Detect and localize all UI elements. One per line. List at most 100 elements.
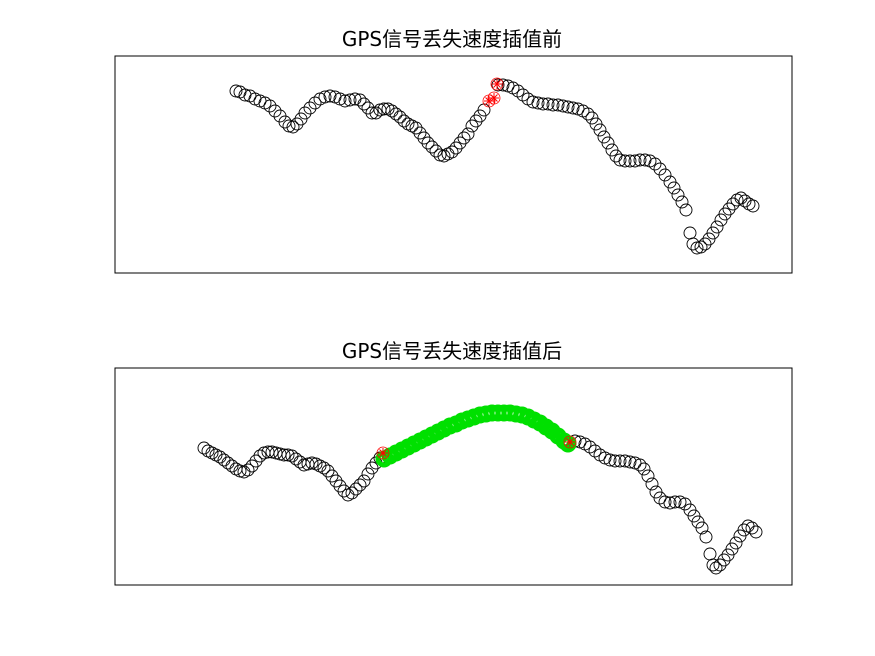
data-point xyxy=(706,558,720,572)
subplot-before-interpolation: GPS信号丢失速度插值前 xyxy=(114,27,793,274)
data-point xyxy=(668,495,682,509)
data-marks-before xyxy=(229,77,760,255)
chart-title-after: GPS信号丢失速度插值后 xyxy=(342,339,562,363)
data-point xyxy=(722,202,736,216)
data-point xyxy=(491,78,505,92)
plot-area-before xyxy=(114,55,793,274)
chart-title-before: GPS信号丢失速度插值前 xyxy=(342,27,562,51)
data-point xyxy=(249,454,263,468)
data-point xyxy=(613,454,627,468)
data-point xyxy=(536,97,550,111)
data-point xyxy=(588,444,602,458)
data-point xyxy=(357,474,371,488)
data-point xyxy=(449,141,463,155)
data-point xyxy=(290,117,304,131)
data-point xyxy=(658,495,672,509)
data-point xyxy=(511,84,525,98)
subplot-after-interpolation: GPS信号丢失速度插值后 xyxy=(114,339,793,586)
data-point xyxy=(698,237,712,251)
asterisk-point xyxy=(490,77,504,91)
asterisk-stroke xyxy=(566,438,574,446)
asterisk-ring xyxy=(563,435,577,449)
data-point xyxy=(618,154,632,168)
data-point xyxy=(413,126,427,140)
data-point xyxy=(286,120,300,134)
data-point xyxy=(417,131,431,145)
data-point xyxy=(717,553,731,567)
data-point xyxy=(695,521,709,535)
asterisk-point xyxy=(487,91,501,105)
data-point xyxy=(389,107,403,121)
data-point xyxy=(277,448,291,462)
data-point xyxy=(628,154,642,168)
data-point xyxy=(645,477,659,491)
data-point xyxy=(633,458,647,472)
data-point xyxy=(608,454,622,468)
data-point xyxy=(253,449,267,463)
data-point xyxy=(457,131,471,145)
data-point xyxy=(526,95,540,109)
data-point xyxy=(365,106,379,120)
data-point xyxy=(648,157,662,171)
data-point xyxy=(671,188,685,202)
data-point xyxy=(713,558,727,572)
data-point xyxy=(561,100,575,114)
asterisk-stroke xyxy=(493,80,501,88)
data-point xyxy=(469,114,483,128)
data-marks-after xyxy=(197,404,763,575)
data-point xyxy=(377,102,391,116)
data-point xyxy=(541,97,555,111)
data-point xyxy=(318,90,332,104)
asterisk-ring xyxy=(490,77,504,91)
data-point xyxy=(623,455,637,469)
data-point xyxy=(667,181,681,195)
data-point xyxy=(197,441,211,455)
data-point xyxy=(308,96,322,110)
data-point xyxy=(658,168,672,182)
data-point xyxy=(623,154,637,168)
data-point xyxy=(593,123,607,137)
data-point xyxy=(317,461,331,475)
data-point xyxy=(357,97,371,111)
data-point xyxy=(225,459,239,473)
data-point xyxy=(345,486,359,500)
data-point xyxy=(546,98,560,112)
asterisk-point xyxy=(563,435,577,449)
data-point xyxy=(365,461,379,475)
data-point xyxy=(338,94,352,108)
data-point xyxy=(581,107,595,121)
data-point xyxy=(675,195,689,209)
data-point xyxy=(353,478,367,492)
data-point xyxy=(746,199,760,213)
data-point xyxy=(694,240,708,254)
data-point xyxy=(325,469,339,483)
data-point xyxy=(245,459,259,473)
data-point xyxy=(583,440,597,454)
data-point xyxy=(729,536,743,550)
data-point xyxy=(699,530,713,544)
data-point xyxy=(393,110,407,124)
data-point xyxy=(353,93,367,107)
data-point xyxy=(637,462,651,476)
plot-area-after xyxy=(114,367,793,586)
data-point xyxy=(566,101,580,115)
asterisk-ring xyxy=(376,446,390,460)
data-point xyxy=(679,203,693,217)
asterisk-ring xyxy=(487,91,501,105)
data-point xyxy=(409,121,423,135)
data-point xyxy=(465,119,479,133)
data-point xyxy=(613,153,627,167)
data-point xyxy=(421,136,435,150)
data-point xyxy=(749,525,763,539)
data-point xyxy=(323,89,337,103)
data-point xyxy=(429,144,443,158)
data-point xyxy=(268,104,282,118)
data-point xyxy=(738,194,752,208)
data-point xyxy=(425,140,439,154)
data-point xyxy=(397,114,411,128)
data-point xyxy=(618,454,632,468)
data-point xyxy=(453,136,467,150)
data-point xyxy=(461,127,475,141)
data-point xyxy=(601,136,615,150)
